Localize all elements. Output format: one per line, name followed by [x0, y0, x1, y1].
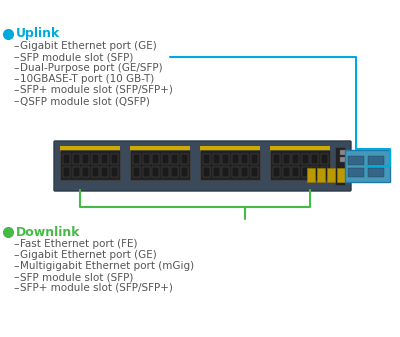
Bar	[292, 167, 299, 177]
Text: –: –	[13, 272, 19, 282]
Text: –: –	[13, 85, 19, 95]
Bar	[130, 150, 190, 180]
Bar	[142, 154, 150, 164]
Bar	[200, 146, 260, 152]
Text: –: –	[13, 96, 19, 106]
Bar	[92, 154, 98, 164]
Text: Gigabit Ethernet port (GE): Gigabit Ethernet port (GE)	[20, 41, 157, 51]
Bar	[282, 167, 290, 177]
Text: –: –	[13, 63, 19, 73]
Bar	[171, 167, 178, 177]
Bar	[320, 154, 328, 164]
Bar	[72, 154, 80, 164]
Bar	[212, 154, 220, 164]
Text: SFP+ module slot (SFP/SFP+): SFP+ module slot (SFP/SFP+)	[20, 283, 173, 293]
Bar	[133, 154, 140, 164]
Bar	[311, 167, 318, 177]
Bar	[273, 154, 280, 164]
Bar	[307, 168, 315, 182]
Text: –: –	[13, 41, 19, 51]
Bar	[72, 167, 80, 177]
Bar	[232, 154, 238, 164]
FancyBboxPatch shape	[54, 141, 351, 191]
Bar	[317, 168, 325, 182]
Bar	[340, 157, 348, 162]
Bar	[270, 150, 330, 180]
Bar	[60, 146, 120, 152]
Bar	[368, 168, 384, 177]
Bar	[212, 167, 220, 177]
Text: –: –	[13, 239, 19, 249]
Bar	[203, 167, 210, 177]
Bar	[63, 154, 70, 164]
Text: Downlink: Downlink	[16, 225, 80, 239]
Bar	[63, 167, 70, 177]
Bar	[82, 154, 89, 164]
Bar	[340, 150, 348, 155]
Text: Fast Ethernet port (FE): Fast Ethernet port (FE)	[20, 239, 138, 249]
Bar	[250, 167, 258, 177]
Bar	[368, 156, 384, 165]
Bar	[180, 167, 188, 177]
Text: Gigabit Ethernet port (GE): Gigabit Ethernet port (GE)	[20, 250, 157, 260]
Bar	[250, 154, 258, 164]
Bar	[338, 170, 344, 182]
Bar	[200, 150, 260, 180]
Bar	[203, 154, 210, 164]
Text: Multigigabit Ethernet port (mGig): Multigigabit Ethernet port (mGig)	[20, 261, 194, 271]
Text: –: –	[13, 261, 19, 271]
Bar	[101, 167, 108, 177]
Bar	[348, 168, 364, 177]
Bar	[222, 167, 229, 177]
Bar	[327, 168, 335, 182]
Bar	[292, 154, 299, 164]
Text: –: –	[13, 52, 19, 62]
Text: SFP+ module slot (SFP/SFP+): SFP+ module slot (SFP/SFP+)	[20, 85, 173, 95]
Bar	[180, 154, 188, 164]
Bar	[241, 154, 248, 164]
Bar	[337, 168, 345, 182]
Bar	[152, 154, 159, 164]
Bar	[273, 167, 280, 177]
Bar	[232, 167, 238, 177]
Text: SFP module slot (SFP): SFP module slot (SFP)	[20, 272, 133, 282]
Text: Uplink: Uplink	[16, 28, 60, 40]
Bar	[92, 167, 98, 177]
Bar	[110, 154, 118, 164]
Bar	[130, 146, 190, 152]
Text: 10GBASE-T port (10 GB-T): 10GBASE-T port (10 GB-T)	[20, 74, 154, 84]
Bar	[82, 167, 89, 177]
Bar	[60, 150, 120, 180]
Bar	[152, 167, 159, 177]
Bar	[133, 167, 140, 177]
Text: Dual-Purpose port (GE/SFP): Dual-Purpose port (GE/SFP)	[20, 63, 163, 73]
Bar	[335, 147, 345, 185]
Bar	[162, 154, 168, 164]
Bar	[302, 154, 308, 164]
Bar	[348, 156, 364, 165]
Bar	[270, 146, 330, 152]
Text: –: –	[13, 74, 19, 84]
Bar	[311, 154, 318, 164]
Bar	[241, 167, 248, 177]
Bar	[142, 167, 150, 177]
Text: –: –	[13, 250, 19, 260]
Text: –: –	[13, 283, 19, 293]
Bar	[110, 167, 118, 177]
Bar	[162, 167, 168, 177]
Bar	[282, 154, 290, 164]
Bar	[171, 154, 178, 164]
Bar	[222, 154, 229, 164]
Bar	[320, 167, 328, 177]
Bar	[302, 167, 308, 177]
Text: SFP module slot (SFP): SFP module slot (SFP)	[20, 52, 133, 62]
Text: QSFP module slot (QSFP): QSFP module slot (QSFP)	[20, 96, 150, 106]
Bar	[345, 150, 390, 182]
Bar	[101, 154, 108, 164]
